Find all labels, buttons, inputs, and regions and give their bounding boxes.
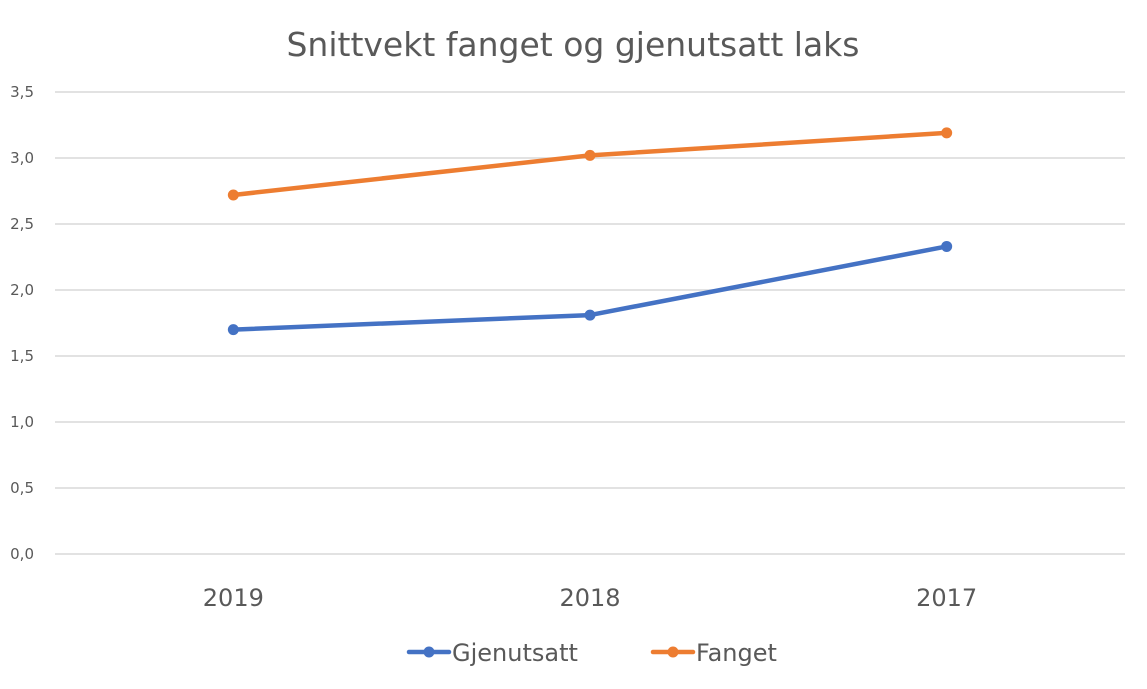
- y-tick-label: 3,0: [10, 149, 34, 167]
- data-point: [227, 324, 239, 336]
- data-point: [227, 189, 239, 201]
- data-point: [584, 149, 596, 161]
- legend-label: Fanget: [696, 639, 777, 667]
- data-point: [584, 309, 596, 321]
- legend-label: Gjenutsatt: [452, 639, 578, 667]
- chart-title: Snittvekt fanget og gjenutsatt laks: [286, 25, 859, 64]
- series-line: [231, 130, 949, 198]
- y-tick-label: 1,0: [10, 413, 34, 431]
- y-tick-label: 2,5: [10, 215, 34, 233]
- y-axis-ticks: 0,0 0,5 1,0 1,5 2,0 2,5 3,0 3,5: [10, 83, 34, 563]
- y-tick-label: 2,0: [10, 281, 34, 299]
- x-axis-ticks: 2019 2018 2017: [203, 584, 977, 612]
- x-tick-label: 2017: [916, 584, 977, 612]
- data-point: [941, 127, 953, 139]
- y-tick-label: 1,5: [10, 347, 34, 365]
- y-tick-label: 0,0: [10, 545, 34, 563]
- legend-point-marker: [423, 646, 435, 658]
- series-fanget: [227, 127, 953, 201]
- y-tick-label: 0,5: [10, 479, 34, 497]
- gridlines: [55, 91, 1125, 555]
- series-lines: [227, 127, 953, 336]
- legend-item-fanget: Fanget: [650, 639, 777, 667]
- x-tick-label: 2018: [559, 584, 620, 612]
- y-tick-label: 3,5: [10, 83, 34, 101]
- legend: Gjenutsatt Fanget: [406, 639, 777, 667]
- x-tick-label: 2019: [203, 584, 264, 612]
- legend-point-marker: [667, 646, 679, 658]
- legend-item-gjenutsatt: Gjenutsatt: [406, 639, 578, 667]
- series-gjenutsatt: [227, 240, 953, 336]
- data-point: [941, 240, 953, 252]
